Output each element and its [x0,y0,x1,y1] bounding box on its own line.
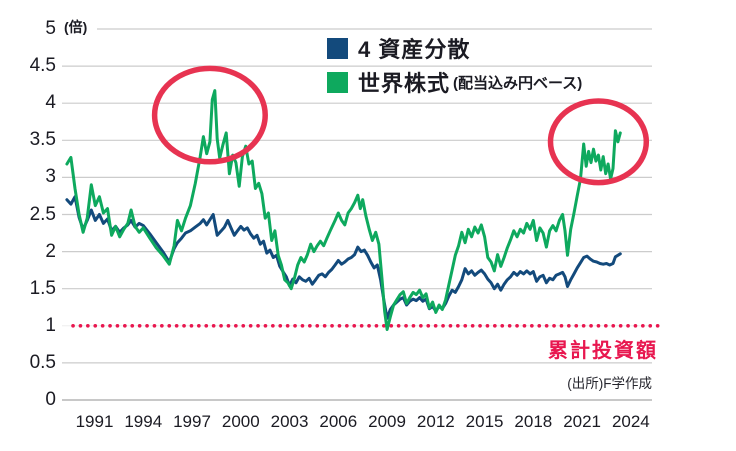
cumulative-investment-label: 累計投資額 [548,340,658,362]
x-tick-label: 2024 [611,412,650,431]
x-tick-label: 2018 [514,412,553,431]
x-tick-label: 2012 [416,412,455,431]
y-tick-label: 2.5 [29,203,56,225]
y-axis-unit-label: (倍) [64,19,88,35]
x-tick-label: 2021 [563,412,602,431]
legend-label-world-equity: 世界株式 [358,71,451,96]
legend-item-world-equity: 世界株式 (配当込み円ベース) [327,70,583,96]
legend-sublabel-world-equity: (配当込み円ベース) [453,74,583,92]
y-tick-label: 3.5 [29,129,56,151]
y-tick-label: 3 [45,166,56,188]
y-tick-label: 1 [45,314,56,336]
x-tick-label: 1991 [75,412,114,431]
peak-highlight-ellipse-1 [151,65,268,165]
y-tick-label: 1.5 [29,277,56,299]
series-line-4-asset [65,195,622,320]
x-tick-label: 1994 [124,412,163,431]
x-tick-label: 2006 [319,412,358,431]
x-tick-label: 2009 [368,412,406,431]
legend-item-4-asset: 4 資産分散 [327,36,582,62]
peak-highlight-ellipse-2 [547,98,650,186]
source-attribution-label: (出所)F学作成 [567,376,652,391]
x-tick-label: 1997 [173,412,211,431]
y-tick-label: 2 [45,240,56,262]
y-tick-label: 4 [45,92,56,114]
x-tick-label: 2015 [465,412,504,431]
y-tick-label: 0.5 [29,351,56,373]
series-line-world-equity [65,89,622,331]
legend-swatch-4-asset [327,37,348,59]
y-tick-label: 5 [45,18,56,39]
legend-swatch-world-equity [327,71,348,93]
y-tick-label: 0 [45,389,56,410]
x-tick-label: 2000 [221,412,260,431]
x-tick-label: 2003 [270,412,309,431]
chart-legend: 4 資産分散 世界株式 (配当込み円ベース) [327,36,582,104]
y-tick-label: 4.5 [29,55,56,77]
legend-label-4-asset: 4 資産分散 [358,37,471,62]
